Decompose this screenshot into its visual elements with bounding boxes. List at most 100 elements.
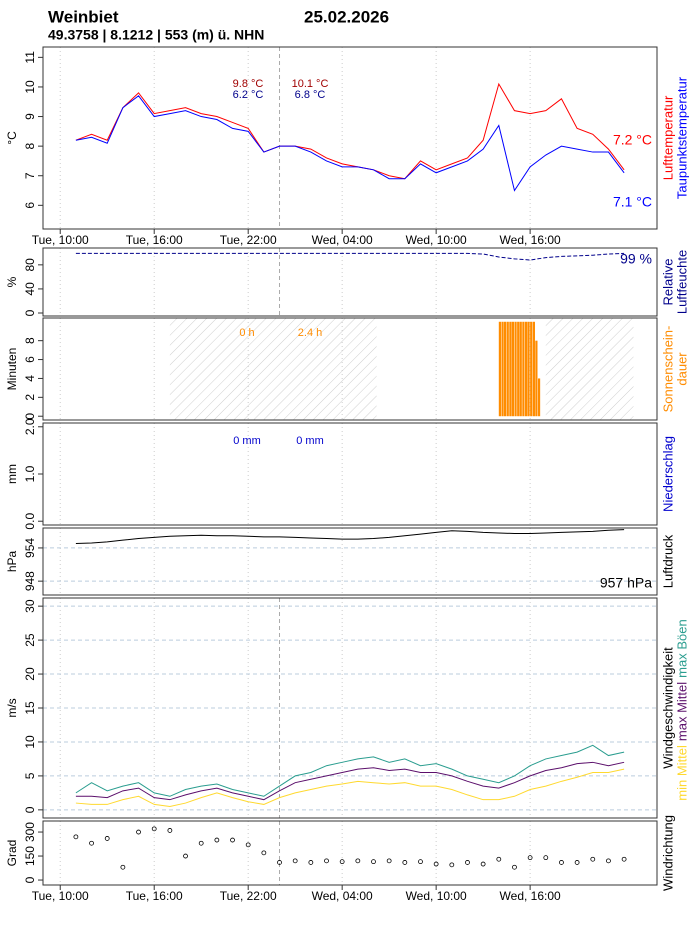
bar [530, 321, 533, 417]
date: 25.02.2026 [304, 7, 389, 26]
annotation: 0 mm [296, 435, 324, 447]
annotation: 0 h [239, 327, 254, 339]
x-tick-label: Tue, 10:00 [32, 889, 89, 903]
point [245, 842, 251, 848]
y-tick-label: 4 [23, 375, 37, 382]
right-label: Luftdruck [660, 534, 675, 588]
y-tick-label: 0 [23, 309, 37, 316]
y-axis-label: Grad [5, 840, 19, 867]
point [89, 840, 94, 846]
point [261, 850, 267, 856]
y-tick-label: 2 [23, 394, 37, 401]
bar [519, 321, 522, 417]
point [371, 859, 376, 865]
y-tick-label: 8 [23, 142, 37, 149]
x-tick-label: Wed, 10:00 [406, 233, 467, 247]
point [355, 858, 361, 864]
bar [506, 321, 509, 417]
annotation: 9.8 °C [233, 78, 264, 90]
point [590, 856, 596, 862]
point [527, 855, 533, 861]
bar [509, 321, 512, 417]
point [183, 853, 188, 859]
point [418, 859, 423, 865]
subtitle: 49.3758 | 8.1212 | 553 (m) ü. NHN [48, 27, 264, 43]
y-tick-label: 300 [23, 822, 37, 842]
bar [527, 321, 530, 417]
panel: 6 7 8 9 10 11 °C 7.2 °C 7.1 °C 9.8 °C6.2 °C 10.1 °… [5, 46, 689, 247]
series-line [75, 529, 625, 545]
point [214, 837, 220, 843]
right-label: dauer [674, 352, 689, 386]
y-tick-label: 0 [23, 413, 37, 420]
point [480, 861, 486, 867]
y-axis-label: Minuten [5, 348, 19, 391]
right-label: Sonnenschein- [660, 326, 675, 413]
point [151, 826, 157, 832]
y-tick-label: 954 [23, 538, 37, 558]
y-tick-label: 0 [23, 876, 37, 883]
panel: 0 40 80% 99 % Relative Luftfeuchte [5, 247, 689, 317]
point [308, 860, 314, 865]
y-tick-label: 25 [23, 633, 37, 647]
night-shade [545, 318, 634, 420]
point [386, 858, 392, 864]
x-tick-label: Tue, 22:00 [220, 233, 277, 247]
y-tick-label: 0 [23, 806, 37, 813]
x-tick-label: Tue, 16:00 [126, 889, 183, 903]
y-tick-label: 948 [23, 571, 37, 591]
right-label: Windrichtung [660, 815, 675, 891]
point [136, 829, 141, 835]
point [449, 862, 455, 868]
x-tick-label: Wed, 16:00 [500, 233, 561, 247]
point [496, 856, 502, 862]
y-tick-label: 2.0 [23, 418, 37, 435]
series-line [75, 82, 625, 180]
annotation: 0 mm [233, 435, 261, 447]
series-line [75, 252, 625, 261]
annotation: 10.1 °C [292, 78, 329, 90]
bar [501, 321, 504, 417]
point [512, 864, 517, 870]
legend-entry: Taupunktstemperatur [674, 76, 689, 199]
y-tick-label: 40 [23, 282, 37, 296]
y-tick-label: 6 [23, 356, 37, 363]
right-label: Relative [660, 259, 675, 306]
end-label: 7.1 °C [613, 194, 652, 210]
bar [537, 378, 541, 417]
end-label: 957 hPa [600, 575, 652, 591]
series-line [75, 761, 625, 801]
y-tick-label: 15 [23, 701, 37, 715]
legend-entry: max Mittel [674, 682, 689, 741]
y-tick-label: 150 [23, 846, 37, 866]
right-label: Windgeschwindigkeit [660, 647, 675, 769]
y-tick-label: 1.0 [23, 465, 37, 482]
y-axis-label: hPa [5, 551, 19, 573]
point [230, 837, 235, 843]
point [606, 858, 611, 864]
point [277, 860, 282, 865]
series-line [75, 744, 625, 797]
bar [522, 321, 525, 417]
panel: 0 2 4 6 8 Minuten 0 h 2.4 h Sonnenschein-dauer [5, 317, 689, 421]
x-tick-label: Tue, 10:00 [32, 233, 89, 247]
point [120, 864, 126, 870]
x-tick-label: Tue, 16:00 [126, 233, 183, 247]
annotation: 2.4 h [298, 327, 322, 339]
y-tick-label: 0.0 [23, 513, 37, 530]
bar [503, 321, 507, 417]
panel-frame [42, 527, 658, 596]
point [433, 861, 439, 867]
y-tick-label: 6 [23, 202, 37, 209]
point [543, 855, 549, 861]
y-axis-label: % [5, 276, 19, 287]
end-label: 7.2 °C [613, 132, 652, 148]
panel-frame [42, 46, 658, 230]
point [324, 858, 329, 864]
y-tick-label: 20 [23, 667, 37, 681]
y-tick-label: 5 [23, 772, 37, 779]
point [339, 859, 345, 865]
series-line [75, 95, 625, 192]
bar [524, 321, 528, 417]
series-line [75, 768, 625, 807]
